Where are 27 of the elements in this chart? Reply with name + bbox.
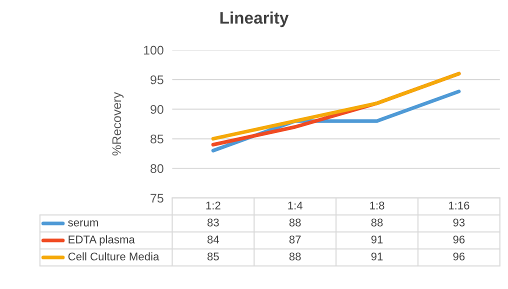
data-label: 96	[453, 252, 465, 260]
y-tick-label: 100	[144, 46, 164, 55]
chart-title: Linearity	[220, 12, 289, 28]
y-tick-label: 90	[150, 104, 164, 114]
data-label: 93	[453, 218, 465, 226]
data-label: 84	[207, 236, 220, 244]
x-tick-label: 1:4	[288, 202, 302, 210]
y-tick-label: 95	[150, 75, 164, 84]
data-label: 96	[453, 236, 465, 244]
data-label: 91	[371, 236, 383, 244]
data-label: 88	[289, 218, 301, 226]
data-label: 88	[289, 252, 301, 260]
x-tick-label: 1:16	[448, 202, 470, 210]
y-tick-label: 85	[150, 134, 164, 144]
x-tick-label: 1:8	[370, 202, 384, 210]
x-tick-label: 1:2	[206, 202, 220, 210]
data-label: 88	[371, 218, 383, 226]
data-label: 87	[289, 236, 301, 244]
y-tick-label: 75	[150, 194, 164, 203]
legend-label: serum	[68, 220, 98, 226]
data-label: 83	[207, 218, 219, 226]
legend-label: EDTA plasma	[68, 235, 135, 246]
legend-label: Cell Culture Media	[68, 252, 160, 260]
y-axis-title: %Recovery	[112, 92, 124, 156]
y-tick-label: 80	[150, 164, 164, 174]
data-label: 91	[371, 252, 383, 260]
data-label: 85	[207, 252, 219, 260]
